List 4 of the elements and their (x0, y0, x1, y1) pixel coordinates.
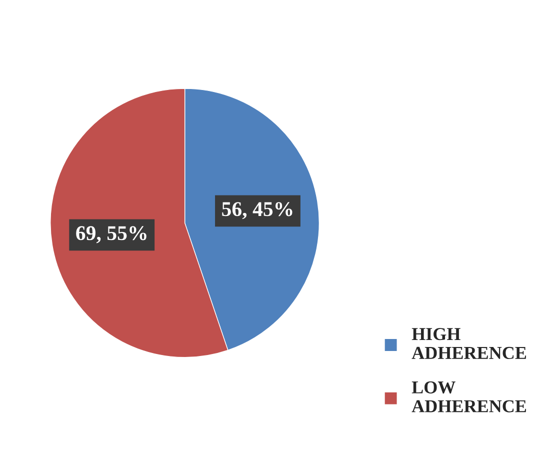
legend-label: HIGH ADHERENCE (412, 328, 526, 360)
legend-label: LOW ADHERENCE (412, 381, 526, 412)
data-label: 69, 55% (76, 226, 146, 244)
data-label: 56, 45% (222, 202, 292, 220)
